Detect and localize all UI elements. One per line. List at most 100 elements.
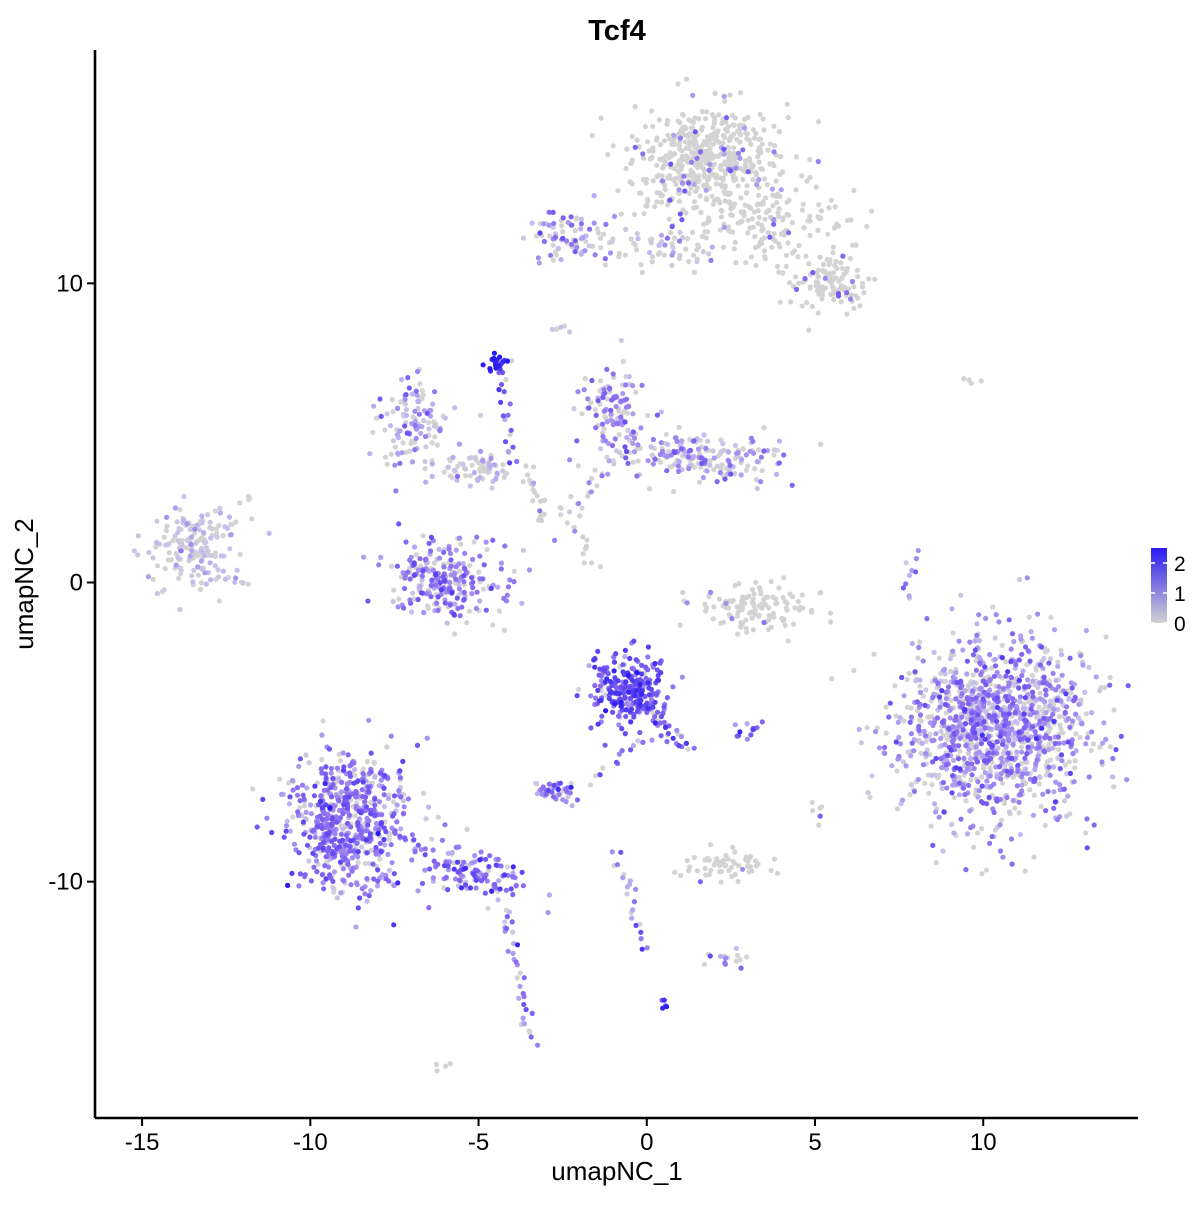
cell-point: [352, 813, 358, 819]
cell-point: [422, 458, 428, 465]
cell-point: [505, 584, 512, 590]
cell-point: [615, 188, 621, 194]
cell-point: [595, 721, 601, 727]
cell-point: [988, 784, 994, 790]
cell-point: [505, 412, 511, 418]
cell-point: [951, 794, 957, 801]
cell-point: [1021, 706, 1027, 712]
cell-point: [789, 250, 796, 256]
cell-point: [678, 733, 685, 740]
cell-point: [639, 691, 645, 697]
cell-point: [857, 303, 863, 309]
cell-point: [961, 755, 967, 762]
cell-point: [177, 606, 183, 613]
cell-point: [765, 594, 771, 600]
cell-point: [487, 853, 493, 859]
cell-point: [1001, 722, 1008, 729]
cell-point: [611, 213, 618, 219]
cell-point: [558, 512, 564, 518]
cell-point: [630, 440, 636, 447]
cell-point: [447, 473, 453, 479]
cell-point: [1061, 786, 1067, 792]
cell-point: [488, 455, 494, 462]
cell-point: [942, 742, 948, 748]
cell-point: [424, 735, 430, 741]
cell-point: [623, 165, 629, 172]
cell-point: [799, 173, 805, 179]
cell-point: [864, 223, 870, 230]
cell-point: [903, 581, 909, 587]
cell-point: [395, 604, 401, 610]
cell-point: [743, 617, 749, 623]
cell-point: [366, 788, 372, 795]
cell-point: [644, 945, 650, 951]
cell-point: [611, 659, 618, 665]
cell-point: [624, 884, 631, 890]
cell-point: [972, 638, 978, 644]
cell-point: [611, 395, 617, 401]
cell-point: [240, 580, 246, 586]
cell-point: [959, 714, 965, 720]
cell-point: [220, 568, 226, 574]
cell-point: [382, 427, 388, 433]
cell-point: [899, 674, 905, 681]
cell-point: [965, 683, 972, 689]
cell-point: [227, 546, 233, 552]
cell-point: [412, 447, 418, 453]
cell-point: [799, 303, 805, 309]
cell-point: [1050, 764, 1056, 770]
cell-point: [461, 573, 467, 579]
cell-point: [467, 562, 473, 569]
cell-point: [968, 380, 974, 386]
cell-point: [726, 612, 732, 618]
cell-point: [361, 799, 368, 805]
cell-point: [807, 218, 813, 224]
cell-point: [737, 139, 743, 145]
cell-point: [552, 234, 559, 240]
cell-point: [631, 714, 637, 720]
cell-point: [736, 580, 742, 587]
cell-point: [1125, 683, 1131, 689]
cell-point: [661, 997, 667, 1003]
cell-point: [571, 406, 577, 412]
cell-point: [994, 669, 1000, 676]
cell-point: [505, 448, 511, 455]
cell-point: [457, 613, 463, 619]
cell-point: [437, 555, 443, 561]
cell-point: [737, 130, 743, 136]
cell-point: [971, 844, 977, 851]
cell-point: [290, 814, 296, 820]
cell-point: [392, 444, 398, 450]
cell-point: [595, 648, 601, 655]
cell-point: [154, 539, 160, 546]
cell-point: [792, 605, 798, 611]
cell-point: [504, 358, 511, 364]
cell-point: [714, 463, 720, 469]
cell-point: [731, 145, 737, 151]
cell-point: [411, 837, 417, 843]
cell-point: [723, 115, 730, 121]
cell-point: [720, 140, 726, 146]
cell-point: [578, 221, 585, 227]
cell-point: [595, 230, 601, 236]
cell-point: [882, 744, 888, 751]
cell-point: [1029, 702, 1035, 708]
cell-point: [722, 476, 728, 482]
cell-point: [175, 537, 181, 544]
cell-point: [295, 809, 301, 815]
cell-point: [996, 684, 1002, 690]
cell-point: [717, 470, 724, 476]
cell-point: [407, 576, 413, 582]
cell-point: [340, 750, 346, 756]
cell-point: [732, 722, 738, 728]
cell-point: [979, 783, 985, 789]
cell-point: [569, 222, 575, 228]
cell-point: [774, 870, 781, 876]
cell-point: [584, 537, 590, 543]
cell-point: [951, 730, 957, 737]
cell-point: [825, 231, 831, 237]
cell-point: [903, 763, 909, 769]
cell-point: [278, 791, 285, 797]
cell-point: [685, 746, 691, 752]
cell-point: [957, 748, 963, 754]
